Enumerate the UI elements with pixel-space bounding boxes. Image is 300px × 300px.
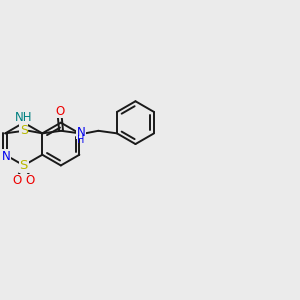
Text: S: S: [20, 159, 28, 172]
Text: N: N: [76, 126, 85, 139]
Text: N: N: [2, 150, 11, 163]
Text: O: O: [26, 174, 35, 187]
Text: O: O: [13, 174, 22, 187]
Text: H: H: [77, 135, 85, 145]
Text: S: S: [20, 124, 28, 137]
Text: NH: NH: [14, 111, 32, 124]
Text: O: O: [55, 105, 64, 118]
